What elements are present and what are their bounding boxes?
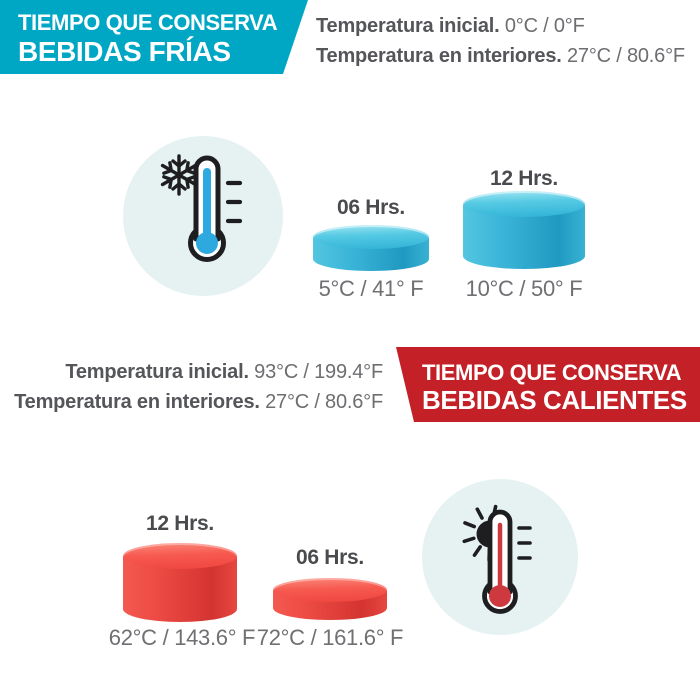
hot-12h-temperature-label: 62°C / 143.6° F xyxy=(108,625,256,650)
hot-interior-temp-value: 27°C / 80.6°F xyxy=(265,391,383,413)
hot-temperature-conditions: Temperatura inicial. 93°C / 199.4°F Temp… xyxy=(14,357,383,417)
cold-banner-line2: BEBIDAS FRÍAS xyxy=(18,36,231,67)
thermometer-scale-ticks xyxy=(517,526,532,560)
cold-6h-duration-label: 06 Hrs. xyxy=(337,196,405,219)
cold-initial-temp-line: Temperatura inicial. 0°C / 0°F xyxy=(316,11,685,41)
hot-6h-cylinder xyxy=(273,578,387,620)
cold-6h-cylinder xyxy=(313,225,429,271)
snowflake-thermometer-icon xyxy=(123,136,283,296)
cold-interior-temp-value: 27°C / 80.6°F xyxy=(566,45,685,67)
cylinder-top xyxy=(273,578,387,602)
hot-6h-temperature-label: 72°C / 161.6° F xyxy=(256,625,404,650)
cylinder-top xyxy=(463,191,585,217)
snowflake-icon xyxy=(160,154,198,196)
cold-section-banner: TIEMPO QUE CONSERVA BEBIDAS FRÍAS xyxy=(0,0,308,74)
hot-banner-line2: BEBIDAS CALIENTES xyxy=(422,385,687,415)
cold-12h-duration-label: 12 Hrs. xyxy=(490,167,558,190)
hot-interior-temp-line: Temperatura en interiores. 27°C / 80.6°F xyxy=(14,387,383,417)
cold-12h-cylinder xyxy=(463,191,585,269)
hot-12h-cylinder xyxy=(123,543,237,622)
cold-initial-temp-label: Temperatura inicial. xyxy=(316,15,500,37)
cylinder-top xyxy=(313,225,429,249)
hot-banner-line1: TIEMPO QUE CONSERVA xyxy=(422,360,682,385)
hot-12h-duration-label: 12 Hrs. xyxy=(146,512,214,535)
sun-thermometer-icon xyxy=(422,479,578,635)
hot-initial-temp-line: Temperatura inicial. 93°C / 199.4°F xyxy=(14,357,383,387)
hot-6h-duration-label: 06 Hrs. xyxy=(296,546,364,569)
cold-banner-line1: TIEMPO QUE CONSERVA xyxy=(18,10,278,35)
thermometer-scale-ticks xyxy=(225,180,243,224)
cold-initial-temp-value: 0°C / 0°F xyxy=(504,15,585,37)
hot-initial-temp-value: 93°C / 199.4°F xyxy=(254,361,383,383)
hot-thermometer-icon xyxy=(482,509,532,614)
hot-section-banner: TIEMPO QUE CONSERVA BEBIDAS CALIENTES xyxy=(396,347,700,422)
hot-initial-temp-label: Temperatura inicial. xyxy=(65,361,249,383)
cold-12h-temperature-label: 10°C / 50° F xyxy=(465,276,583,301)
hot-interior-temp-label: Temperatura en interiores. xyxy=(14,391,260,413)
cold-interior-temp-line: Temperatura en interiores. 27°C / 80.6°F xyxy=(316,41,685,71)
cylinder-top xyxy=(123,543,237,569)
cold-interior-temp-label: Temperatura en interiores. xyxy=(316,45,562,67)
cold-thermometer-icon xyxy=(188,155,243,262)
cold-temperature-conditions: Temperatura inicial. 0°C / 0°F Temperatu… xyxy=(316,11,685,71)
cold-6h-temperature-label: 5°C / 41° F xyxy=(318,276,424,301)
